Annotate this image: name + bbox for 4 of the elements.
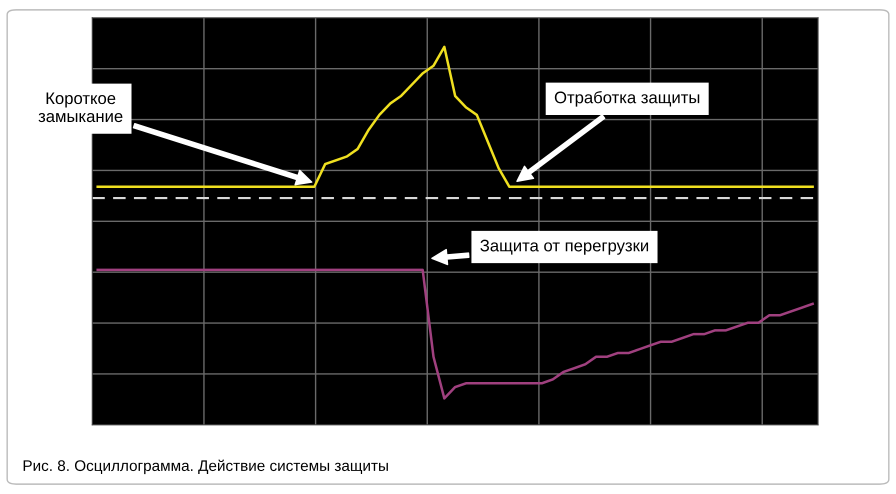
annotation: Отработка защиты [554, 90, 700, 107]
annotation: Короткое замыкание [38, 92, 122, 122]
text: Рис. 8. Осциллограмма. Действие системы защиты [24, 460, 388, 474]
annotation: Защита от перегрузки [480, 240, 648, 255]
